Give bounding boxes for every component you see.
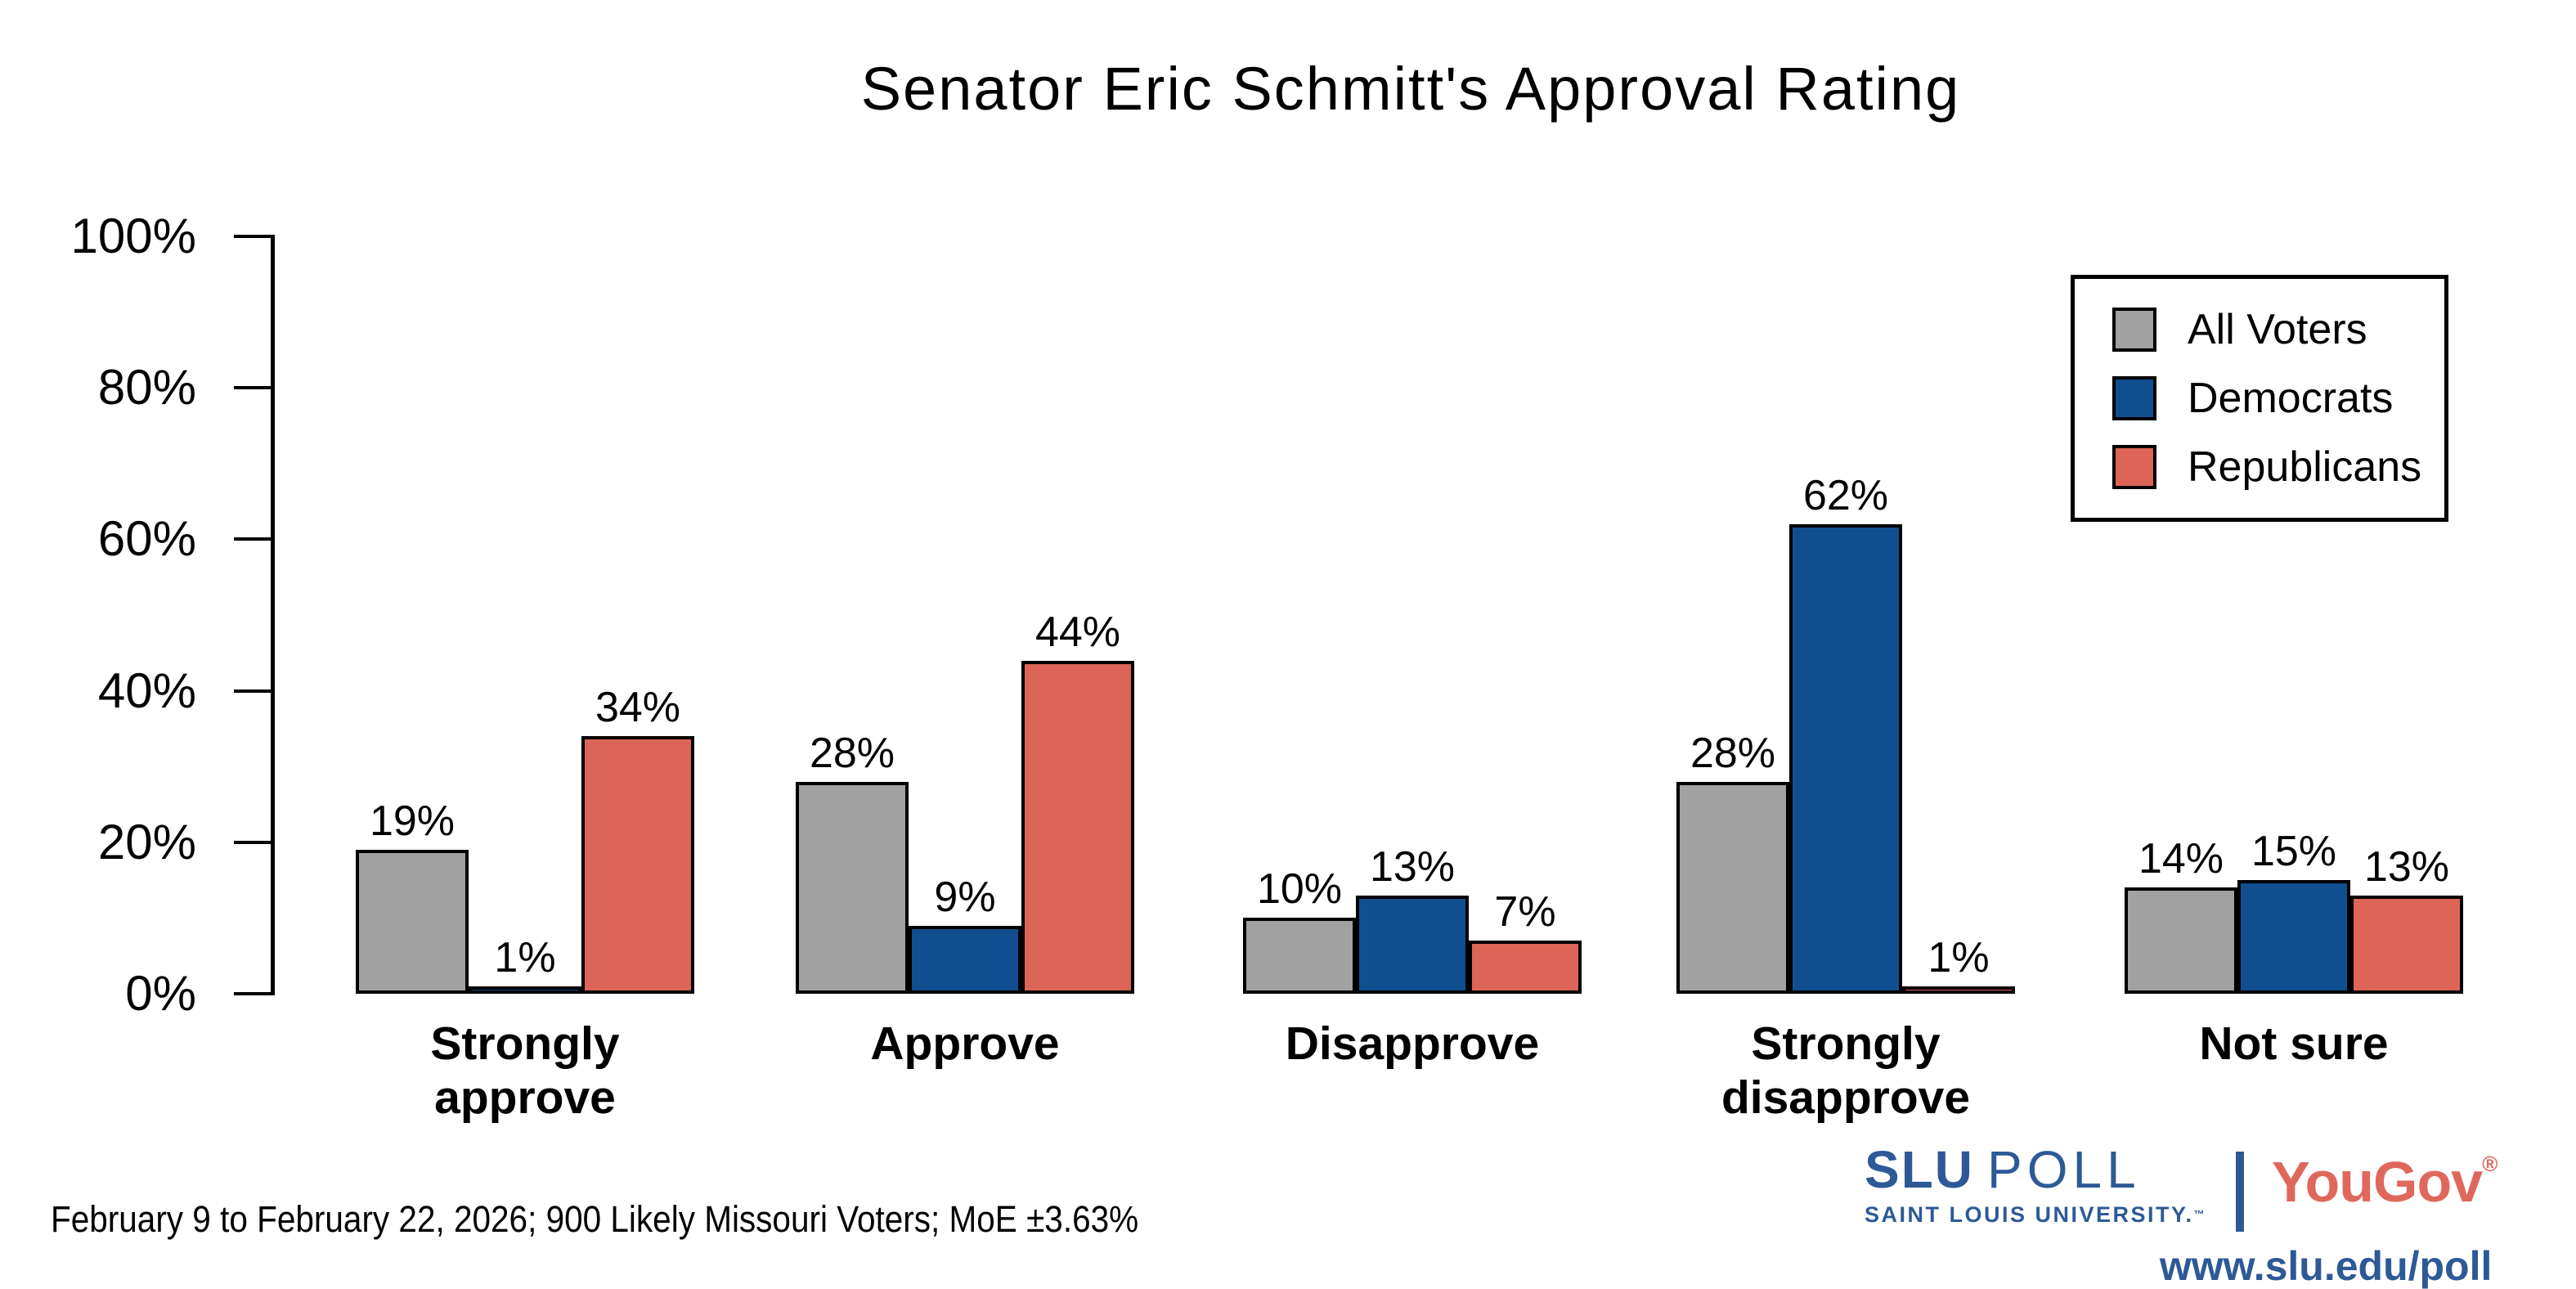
category-label-line: Not sure [2199,1017,2389,1070]
y-axis-tick [234,840,271,844]
category-label-strongly-disapprove: Strongly disapprove [1721,1017,1970,1125]
bar-group-not-sure: 14% 15% 13% [2125,236,2463,994]
value-label-democrats-strongly-approve: 1% [494,934,556,981]
slu-poll-logo: SLU POLL SAINT LOUIS UNIVERSITY.™ [1865,1143,2206,1227]
category-label-line: approve [434,1071,616,1124]
value-label-republicans-strongly-disapprove: 1% [1928,934,1990,981]
category-label-line: Strongly [430,1017,620,1070]
value-label-all-voters-strongly-disapprove: 28% [1690,730,1776,777]
legend-item-democrats: Democrats [2112,376,2444,420]
legend-item-all-voters: All Voters [2112,308,2444,352]
bar-all-voters-disapprove: 10% [1243,867,1356,994]
legend-item-republicans: Republicans [2112,445,2444,489]
y-axis-tick-label: 80% [97,360,196,415]
y-axis-tick [234,537,271,541]
slu-subtitle-text: SAINT LOUIS UNIVERSITY. [1865,1202,2194,1227]
y-axis-tick [234,992,271,995]
bar-democrats-strongly-disapprove: 62% [1789,474,1902,994]
bar-democrats-strongly-approve: 1% [469,936,581,994]
category-label-line: Approve [870,1017,1060,1070]
value-label-democrats-not-sure: 15% [2251,828,2337,875]
bar-republicans-approve: 44% [1021,610,1134,994]
value-label-republicans-strongly-approve: 34% [595,684,681,731]
category-label-line: disapprove [1721,1071,1971,1124]
y-axis [271,235,275,995]
value-label-all-voters-approve: 28% [809,730,895,777]
legend-label-democrats: Democrats [2188,375,2394,422]
bar-all-voters-not-sure: 14% [2125,837,2237,994]
slu-poll-wordmark: SLU POLL [1865,1143,2206,1196]
logo-divider [2236,1152,2245,1232]
category-label-disapprove: Disapprove [1286,1017,1539,1071]
value-label-all-voters-not-sure: 14% [2138,835,2224,883]
y-axis-tick-label: 40% [97,662,196,718]
chart-legend: All Voters Democrats Republicans [2071,275,2448,522]
yougov-logo: YouGov® [2272,1153,2497,1210]
slu-poll-url: www.slu.edu/poll [2159,1243,2493,1289]
yougov-wordmark: YouGov [2272,1150,2483,1214]
legend-swatch-republicans [2112,445,2156,489]
bar-all-voters-approve: 28% [796,731,909,994]
bar-democrats-approve: 9% [909,875,1021,994]
methodology-note: February 9 to February 22, 2026; 900 Lik… [51,1198,1139,1240]
bar-all-voters-strongly-approve: 19% [356,799,469,994]
bar-democrats-not-sure: 15% [2237,829,2350,994]
branding-block: SLU POLL SAINT LOUIS UNIVERSITY.™ YouGov®… [1865,1143,2497,1287]
legend-swatch-democrats [2112,376,2156,420]
y-axis-tick [234,689,271,693]
bar-group-approve: 28% 9% 44% [796,236,1134,994]
category-label-not-sure: Not sure [2199,1017,2388,1071]
value-label-all-voters-disapprove: 10% [1256,865,1343,913]
legend-label-republicans: Republicans [2188,443,2422,491]
value-label-republicans-not-sure: 13% [2363,843,2450,891]
bar-republicans-strongly-approve: 34% [581,685,694,994]
value-label-republicans-disapprove: 7% [1494,888,1556,936]
category-label-strongly-approve: Strongly approve [430,1017,619,1125]
y-axis-tick-label: 20% [97,814,196,869]
registered-symbol: ® [2482,1152,2497,1176]
y-axis-tick [234,386,271,390]
y-axis-tick [234,235,271,238]
value-label-democrats-approve: 9% [934,874,996,921]
trademark-symbol: ™ [2193,1208,2207,1220]
value-label-democrats-strongly-disapprove: 62% [1802,472,1889,519]
poll-wordmark-light: POLL [1987,1140,2141,1199]
value-label-republicans-approve: 44% [1034,609,1121,656]
legend-swatch-all-voters [2112,308,2156,352]
y-axis-tick-label: 0% [125,966,196,1021]
bar-group-strongly-approve: 19% 1% 34% [356,236,694,994]
category-label-approve: Approve [870,1017,1059,1071]
bar-all-voters-strongly-disapprove: 28% [1676,731,1789,994]
branding-logos-row: SLU POLL SAINT LOUIS UNIVERSITY.™ YouGov® [1865,1143,2497,1232]
bar-group-strongly-disapprove: 28% 62% 1% [1676,236,2015,994]
bar-republicans-disapprove: 7% [1469,890,1582,994]
bar-democrats-disapprove: 13% [1356,845,1469,994]
category-label-line: Disapprove [1285,1017,1540,1070]
bar-group-disapprove: 10% 13% 7% [1243,236,1582,994]
slu-subtitle: SAINT LOUIS UNIVERSITY.™ [1865,1202,2206,1227]
legend-label-all-voters: All Voters [2188,306,2367,353]
category-label-line: Strongly [1751,1017,1941,1070]
y-axis-tick-label: 100% [70,209,196,263]
bar-republicans-strongly-disapprove: 1% [1902,936,2015,994]
value-label-all-voters-strongly-approve: 19% [369,797,456,845]
chart-title: Senator Eric Schmitt's Approval Rating [860,55,1961,123]
bar-republicans-not-sure: 13% [2350,845,2463,994]
y-axis-tick-label: 60% [97,511,196,567]
slu-wordmark-bold: SLU [1865,1140,1974,1199]
value-label-democrats-disapprove: 13% [1369,843,1456,891]
